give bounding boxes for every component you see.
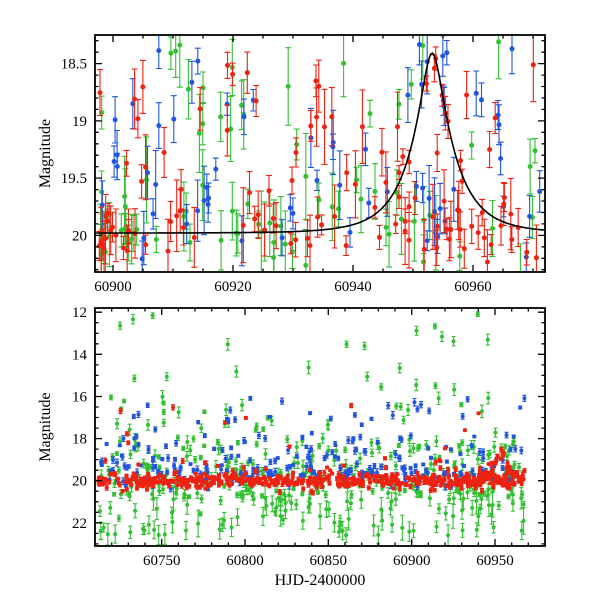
axis-ticks <box>95 308 545 546</box>
full-panel: 60750 60800 60850 60900 60950 12 14 16 18 20 22 Mag… <box>37 305 546 589</box>
blue-band-photometry <box>99 35 543 272</box>
y-axis-label: Magnitude <box>37 392 54 461</box>
y-tick-label: 14 <box>72 347 88 363</box>
red-band-photometry <box>96 402 527 496</box>
zoom-panel-data-area <box>95 35 545 272</box>
plot-frame <box>94 34 546 273</box>
x-tick-label: 60940 <box>334 279 372 295</box>
x-tick-label: 60920 <box>214 279 252 295</box>
y-tick-label: 19.5 <box>61 171 87 187</box>
y-tick-label: 18 <box>72 432 87 448</box>
x-tick-label: 60950 <box>476 553 514 569</box>
x-tick-label: 60850 <box>310 553 348 569</box>
y-tick-label: 20 <box>72 474 87 490</box>
axis-ticks <box>95 35 545 272</box>
full-panel-data-area <box>96 311 527 546</box>
green-band-photometry <box>98 311 526 546</box>
plot-frame <box>94 307 546 547</box>
red-band-photometry-errorbars <box>96 35 540 272</box>
y-tick-label: 18.5 <box>61 57 87 73</box>
y-tick-label: 20 <box>72 228 87 244</box>
y-tick-label: 12 <box>72 305 87 321</box>
red-band-photometry <box>96 35 540 272</box>
x-tick-label: 60750 <box>143 553 181 569</box>
x-tick-label: 60960 <box>454 279 492 295</box>
zoom-panel: 60900 60920 60940 60960 18.5 19 19.5 20 Magnitud… <box>37 34 546 295</box>
y-tick-label: 19 <box>72 114 87 130</box>
blue-band-photometry-errorbars <box>99 35 543 272</box>
y-tick-label: 16 <box>72 390 88 406</box>
x-tick-label: 60900 <box>393 553 431 569</box>
x-axis-label: HJD-2400000 <box>275 572 366 589</box>
model-curve <box>95 52 545 234</box>
y-axis-label: Magnitude <box>37 119 54 188</box>
x-tick-label: 60900 <box>94 279 132 295</box>
x-tick-label: 60800 <box>226 553 264 569</box>
y-tick-label: 22 <box>72 516 87 532</box>
